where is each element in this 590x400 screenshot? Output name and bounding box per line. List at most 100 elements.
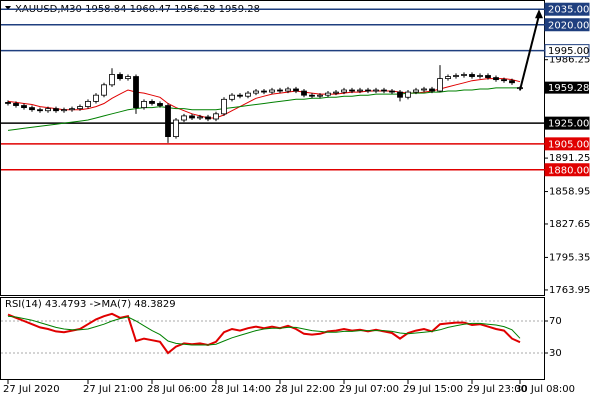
y-tick-label: 1763.95: [549, 285, 590, 296]
indicator-line: [7, 312, 521, 355]
main-panel-frame: [0, 0, 545, 296]
candle-body: [365, 89, 371, 92]
candle-body: [381, 89, 387, 92]
current-price-label: 1959.28: [548, 83, 589, 94]
candle-body: [85, 100, 91, 107]
level-label: 2035.00: [548, 5, 589, 16]
candle-body: [237, 94, 243, 97]
indicator-line: [7, 315, 521, 346]
x-tick-label: 27 Jul 2020: [3, 384, 60, 395]
candle-body: [45, 108, 51, 112]
candle-body: [469, 74, 475, 77]
candle-body: [93, 94, 99, 102]
candle-body: [325, 92, 331, 96]
candle-body: [413, 89, 419, 93]
candle-body: [421, 88, 427, 91]
candle-body: [485, 75, 491, 78]
level-label: 1925.00: [548, 119, 589, 130]
candle-body: [173, 119, 179, 138]
candle-body: [253, 90, 259, 94]
candle-body: [221, 98, 227, 115]
level-label-box: [544, 18, 590, 32]
candle-body: [189, 115, 195, 119]
candle-body: [117, 74, 123, 80]
candle-body: [277, 89, 283, 92]
candle-body: [445, 76, 451, 80]
level-label: 1995.00: [548, 46, 589, 57]
current-price-box: [545, 81, 589, 94]
candle-body: [373, 89, 379, 92]
candle-body: [453, 75, 459, 77]
candle-body: [293, 88, 299, 92]
candle-body: [133, 76, 139, 109]
x-tick-label: 29 Jul 07:00: [339, 384, 399, 395]
candle-body: [349, 89, 355, 92]
candle-body: [285, 88, 291, 92]
x-tick-label: 30 Jul 08:00: [515, 384, 575, 395]
candle-body: [13, 103, 19, 106]
y-tick-label: 1827.65: [549, 219, 590, 230]
x-tick-label: 29 Jul 15:00: [403, 384, 463, 395]
candle-body: [165, 105, 171, 138]
x-tick-label: 28 Jul 06:00: [147, 384, 207, 395]
candle-body: [405, 91, 411, 98]
level-label-box: [544, 2, 590, 16]
candle-body: [333, 91, 339, 94]
rsi-panel-frame: [0, 297, 545, 380]
level-label-box: [544, 44, 590, 58]
candle-body: [269, 89, 275, 93]
level-label-box: [544, 163, 590, 177]
moving-average: [7, 87, 520, 131]
level-label-box: [544, 137, 590, 151]
candle-body: [437, 78, 443, 92]
x-tick-label: 28 Jul 14:00: [211, 384, 271, 395]
y-tick-label: 1795.35: [549, 252, 590, 263]
candle-body: [29, 107, 35, 111]
candle-body: [157, 103, 163, 106]
candle-body: [5, 102, 11, 104]
level-label: 1905.00: [548, 139, 589, 150]
y-tick-label: 1891.25: [549, 153, 590, 164]
menu-triangle: [5, 6, 11, 10]
level-label: 2020.00: [548, 20, 589, 31]
moving-average: [7, 78, 521, 119]
candle-body: [53, 108, 59, 112]
y-tick-label: 1986.25: [549, 55, 590, 66]
candle-body: [21, 105, 27, 109]
candle-body: [69, 108, 75, 111]
candle-body: [101, 84, 107, 96]
candle-body: [309, 94, 315, 97]
y-tick-label: 30: [549, 348, 562, 359]
candle-body: [229, 94, 235, 100]
candle-body: [429, 88, 435, 92]
candle-body: [77, 106, 83, 110]
y-tick-label: 70: [549, 316, 562, 327]
candle-body: [461, 74, 467, 76]
level-label-box: [544, 116, 590, 130]
y-tick-label: 1858.95: [549, 187, 590, 198]
projection-arrow-head: [535, 9, 543, 19]
candle-body: [213, 113, 219, 120]
candle-body: [61, 109, 67, 112]
x-tick-label: 29 Jul 23:00: [467, 384, 527, 395]
candle-body: [125, 76, 131, 80]
candle-body: [501, 79, 507, 82]
candle-body: [509, 80, 515, 84]
candle-body: [141, 100, 147, 109]
candle-body: [317, 94, 323, 97]
candle-body: [389, 90, 395, 93]
candle-body: [197, 116, 203, 119]
x-tick-label: 28 Jul 22:00: [275, 384, 335, 395]
candle-body: [181, 115, 187, 121]
candle-body: [149, 100, 155, 104]
candle-body: [37, 109, 43, 112]
candle-body: [109, 74, 115, 86]
projection-arrow: [519, 14, 540, 91]
candle-body: [397, 91, 403, 98]
candle-body: [493, 77, 499, 81]
level-label: 1880.00: [548, 165, 589, 176]
x-tick-label: 27 Jul 21:00: [83, 384, 143, 395]
candle-body: [357, 89, 363, 92]
candle-body: [341, 89, 347, 93]
